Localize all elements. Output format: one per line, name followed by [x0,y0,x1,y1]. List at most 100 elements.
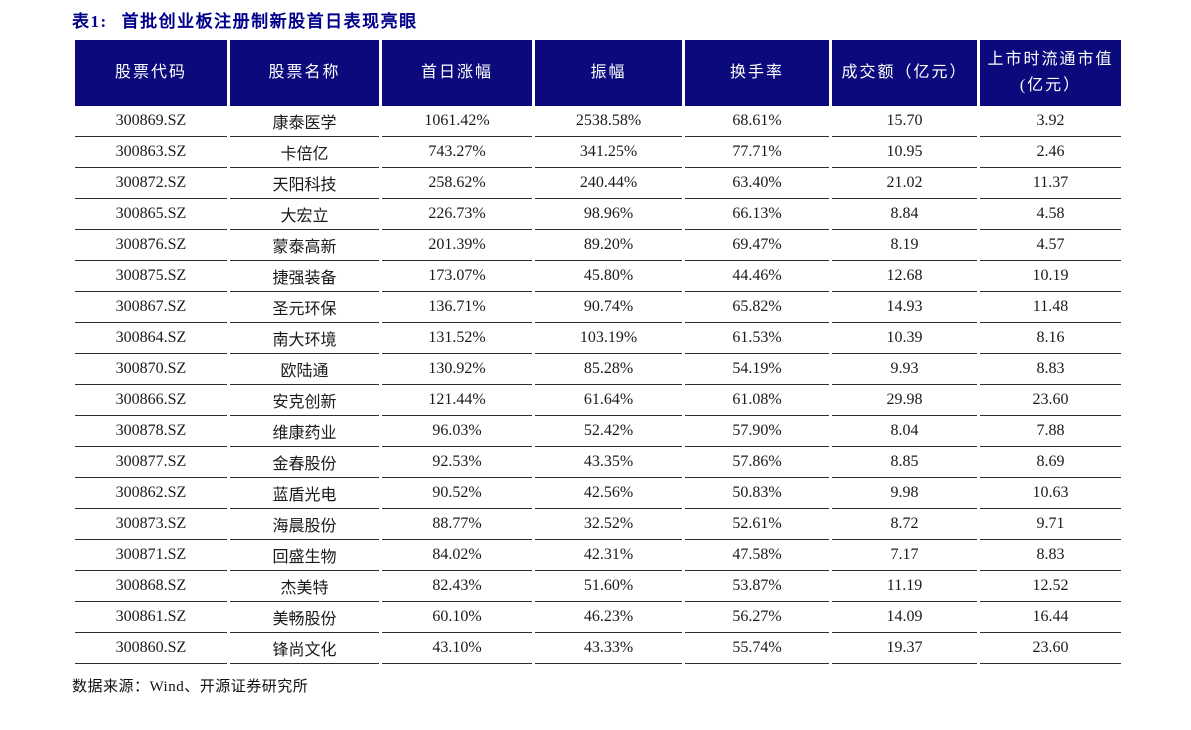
cell-float-cap: 23.60 [980,633,1121,664]
col-header-float-market-cap-line1: 上市时流通市值 [987,50,1114,68]
cell-float-cap: 8.83 [980,354,1121,385]
cell-float-cap: 8.16 [980,323,1121,354]
cell-name: 蒙泰高新 [230,230,379,261]
cell-float-cap: 8.69 [980,447,1121,478]
cell-first-day-gain: 96.03% [382,416,532,447]
cell-amplitude: 45.80% [535,261,682,292]
table-row: 300860.SZ 锋尚文化 43.10% 43.33% 55.74% 19.37 23.6… [75,633,1121,664]
cell-code: 300872.SZ [75,168,227,199]
cell-first-day-gain: 201.39% [382,230,532,261]
cell-amplitude: 103.19% [535,323,682,354]
cell-float-cap: 11.37 [980,168,1121,199]
cell-name: 美畅股份 [230,602,379,633]
cell-float-cap: 3.92 [980,106,1121,137]
cell-trade-value: 7.17 [832,540,977,571]
table-row: 300866.SZ 安克创新 121.44% 61.64% 61.08% 29.98 23.… [75,385,1121,416]
cell-first-day-gain: 131.52% [382,323,532,354]
cell-float-cap: 16.44 [980,602,1121,633]
cell-trade-value: 14.09 [832,602,977,633]
cell-name: 金春股份 [230,447,379,478]
cell-name: 杰美特 [230,571,379,602]
stock-table: 股票代码 股票名称 首日涨幅 振幅 换手率 成交额（亿元） 上市时流通市值 (亿… [72,40,1124,664]
table-body: 300869.SZ 康泰医学 1061.42% 2538.58% 68.61% 15.70… [75,106,1121,664]
cell-float-cap: 4.57 [980,230,1121,261]
cell-trade-value: 8.19 [832,230,977,261]
cell-amplitude: 89.20% [535,230,682,261]
table-row: 300877.SZ 金春股份 92.53% 43.35% 57.86% 8.85 8.69 [75,447,1121,478]
cell-amplitude: 90.74% [535,292,682,323]
table-row: 300875.SZ 捷强装备 173.07% 45.80% 44.46% 12.68 10.… [75,261,1121,292]
col-header-turnover-rate: 换手率 [685,40,829,106]
cell-turnover-rate: 61.08% [685,385,829,416]
cell-first-day-gain: 84.02% [382,540,532,571]
cell-turnover-rate: 61.53% [685,323,829,354]
cell-first-day-gain: 1061.42% [382,106,532,137]
cell-name: 回盛生物 [230,540,379,571]
cell-trade-value: 29.98 [832,385,977,416]
cell-first-day-gain: 88.77% [382,509,532,540]
cell-name: 圣元环保 [230,292,379,323]
cell-trade-value: 10.95 [832,137,977,168]
cell-name: 康泰医学 [230,106,379,137]
table-title-text: 首批创业板注册制新股首日表现亮眼 [121,12,418,31]
cell-code: 300871.SZ [75,540,227,571]
col-header-first-day-gain: 首日涨幅 [382,40,532,106]
cell-code: 300875.SZ [75,261,227,292]
cell-trade-value: 12.68 [832,261,977,292]
cell-trade-value: 15.70 [832,106,977,137]
cell-first-day-gain: 258.62% [382,168,532,199]
cell-code: 300873.SZ [75,509,227,540]
cell-turnover-rate: 53.87% [685,571,829,602]
cell-trade-value: 11.19 [832,571,977,602]
cell-name: 海晨股份 [230,509,379,540]
cell-first-day-gain: 136.71% [382,292,532,323]
cell-turnover-rate: 57.86% [685,447,829,478]
cell-turnover-rate: 52.61% [685,509,829,540]
cell-code: 300866.SZ [75,385,227,416]
cell-turnover-rate: 56.27% [685,602,829,633]
cell-trade-value: 8.85 [832,447,977,478]
cell-first-day-gain: 82.43% [382,571,532,602]
table-row: 300865.SZ 大宏立 226.73% 98.96% 66.13% 8.84 4.58 [75,199,1121,230]
cell-turnover-rate: 47.58% [685,540,829,571]
cell-turnover-rate: 77.71% [685,137,829,168]
cell-amplitude: 32.52% [535,509,682,540]
cell-code: 300870.SZ [75,354,227,385]
cell-turnover-rate: 69.47% [685,230,829,261]
cell-first-day-gain: 173.07% [382,261,532,292]
cell-name: 捷强装备 [230,261,379,292]
cell-amplitude: 42.31% [535,540,682,571]
table-row: 300868.SZ 杰美特 82.43% 51.60% 53.87% 11.19 12.52 [75,571,1121,602]
cell-code: 300876.SZ [75,230,227,261]
cell-code: 300878.SZ [75,416,227,447]
cell-amplitude: 240.44% [535,168,682,199]
cell-amplitude: 42.56% [535,478,682,509]
cell-float-cap: 2.46 [980,137,1121,168]
cell-code: 300862.SZ [75,478,227,509]
table-row: 300871.SZ 回盛生物 84.02% 42.31% 47.58% 7.17 8.83 [75,540,1121,571]
table-row: 300876.SZ 蒙泰高新 201.39% 89.20% 69.47% 8.19 4.57 [75,230,1121,261]
cell-trade-value: 8.04 [832,416,977,447]
cell-float-cap: 12.52 [980,571,1121,602]
cell-float-cap: 7.88 [980,416,1121,447]
cell-turnover-rate: 50.83% [685,478,829,509]
cell-trade-value: 14.93 [832,292,977,323]
cell-name: 安克创新 [230,385,379,416]
cell-float-cap: 10.19 [980,261,1121,292]
table-row: 300862.SZ 蓝盾光电 90.52% 42.56% 50.83% 9.98 10.63 [75,478,1121,509]
cell-name: 天阳科技 [230,168,379,199]
cell-amplitude: 2538.58% [535,106,682,137]
cell-trade-value: 8.84 [832,199,977,230]
cell-trade-value: 10.39 [832,323,977,354]
table-title: 表1: 首批创业板注册制新股首日表现亮眼 [72,12,1122,31]
cell-name: 卡倍亿 [230,137,379,168]
cell-trade-value: 9.98 [832,478,977,509]
cell-amplitude: 85.28% [535,354,682,385]
cell-turnover-rate: 54.19% [685,354,829,385]
cell-code: 300860.SZ [75,633,227,664]
cell-amplitude: 61.64% [535,385,682,416]
cell-name: 锋尚文化 [230,633,379,664]
cell-turnover-rate: 63.40% [685,168,829,199]
cell-turnover-rate: 65.82% [685,292,829,323]
